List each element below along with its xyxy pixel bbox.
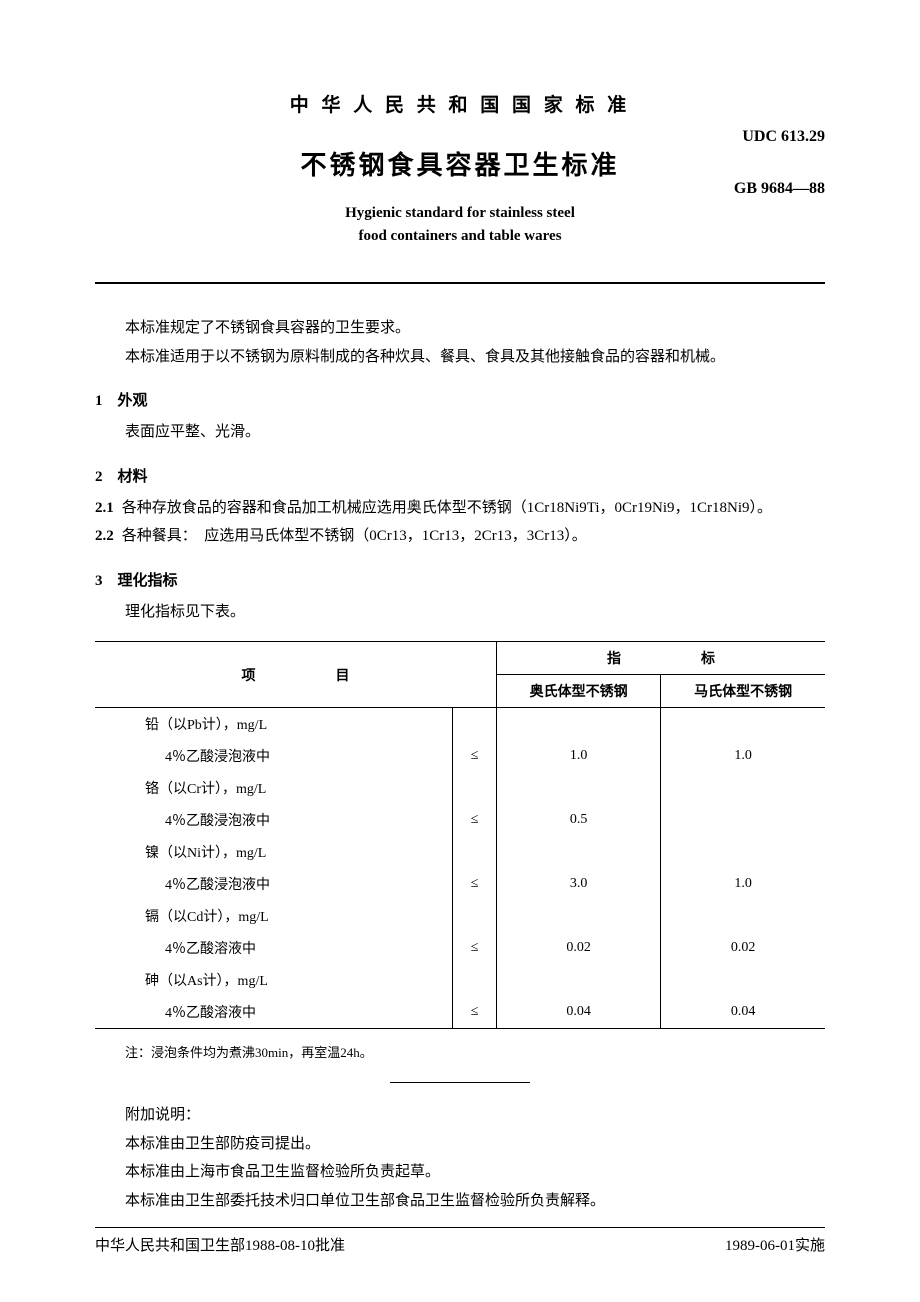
table-row: 4％乙酸浸泡液中≤1.01.0 [95,740,825,772]
section-1-head: 1 外观 [95,389,825,410]
cell-v1: 0.04 [496,996,660,1029]
table-header-row-1: 项目 指标 [95,642,825,675]
title-chinese: 不锈钢食具容器卫生标准 [95,145,825,182]
section-3-body: 理化指标见下表。 [95,598,825,627]
table-row: 4％乙酸溶液中≤0.020.02 [95,932,825,964]
th-martensite: 马氏体型不锈钢 [661,675,825,708]
appendix-head: 附加说明： [95,1101,825,1130]
section-3-head: 3 理化指标 [95,569,825,590]
section-1-body: 表面应平整、光滑。 [95,418,825,447]
title-english: Hygienic standard for stainless steel fo… [95,202,825,247]
separator-short [390,1082,530,1083]
document-header: 中 华 人 民 共 和 国 国 家 标 准 UDC 613.29 不锈钢食具容器… [95,90,825,247]
table-row: 4％乙酸浸泡液中≤0.5 [95,804,825,836]
footer: 中华人民共和国卫生部1988-08-10批准 1989-06-01实施 [95,1227,825,1255]
footer-approved: 中华人民共和国卫生部1988-08-10批准 [95,1234,345,1255]
cell-v2: 1.0 [661,868,825,900]
cell-v2: 1.0 [661,740,825,772]
cell-label: 铬（以Cr计），mg/L [95,772,453,804]
text-2-2: 各种餐具： 应选用马氏体型不锈钢（0Cr13，1Cr13，2Cr13，3Cr13… [122,528,587,544]
cell-label: 镍（以Ni计），mg/L [95,836,453,868]
cell-sub: 4％乙酸浸泡液中 [95,868,453,900]
num-2-1: 2.1 [95,500,114,516]
cell-sub: 4％乙酸溶液中 [95,996,453,1029]
spec-table: 项目 指标 奥氏体型不锈钢 马氏体型不锈钢 铅（以Pb计），mg/L 4％乙酸浸… [95,641,825,1029]
cell-label: 砷（以As计），mg/L [95,964,453,996]
intro-p1: 本标准规定了不锈钢食具容器的卫生要求。 [95,314,825,343]
cell-label: 铅（以Pb计），mg/L [95,708,453,741]
num-2-2: 2.2 [95,528,114,544]
cell-op: ≤ [453,932,497,964]
appendix-p2: 本标准由上海市食品卫生监督检验所负责起草。 [95,1158,825,1187]
table-row: 镉（以Cd计），mg/L [95,900,825,932]
th-index: 指标 [496,642,825,675]
table-row: 砷（以As计），mg/L [95,964,825,996]
cell-sub: 4％乙酸浸泡液中 [95,740,453,772]
cell-op: ≤ [453,868,497,900]
country-standard-label: 中 华 人 民 共 和 国 国 家 标 准 [95,90,825,117]
title-en-line2: food containers and table wares [358,228,561,244]
th-item: 项目 [95,642,496,708]
udc-code: UDC 613.29 [742,128,825,146]
cell-v1: 0.02 [496,932,660,964]
cell-v2: 0.02 [661,932,825,964]
cell-v1: 1.0 [496,740,660,772]
table-note: 注：浸泡条件均为煮沸30min，再室温24h。 [125,1041,825,1064]
table-row: 镍（以Ni计），mg/L [95,836,825,868]
text-2-1: 各种存放食品的容器和食品加工机械应选用奥氏体型不锈钢（1Cr18Ni9Ti，0C… [122,500,772,516]
section-2-2: 2.2 各种餐具： 应选用马氏体型不锈钢（0Cr13，1Cr13，2Cr13，3C… [95,522,825,551]
cell-op: ≤ [453,804,497,836]
table-row: 4％乙酸浸泡液中≤3.01.0 [95,868,825,900]
table-row: 铅（以Pb计），mg/L [95,708,825,741]
cell-op: ≤ [453,996,497,1029]
cell-label: 镉（以Cd计），mg/L [95,900,453,932]
header-rule [95,282,825,284]
th-austenite: 奥氏体型不锈钢 [496,675,660,708]
intro-p2: 本标准适用于以不锈钢为原料制成的各种炊具、餐具、食具及其他接触食品的容器和机械。 [95,343,825,372]
cell-v1: 3.0 [496,868,660,900]
cell-v1: 0.5 [496,804,660,836]
cell-sub: 4％乙酸溶液中 [95,932,453,964]
appendix-p3: 本标准由卫生部委托技术归口单位卫生部食品卫生监督检验所负责解释。 [95,1187,825,1216]
cell-op: ≤ [453,740,497,772]
appendix-block: 附加说明： 本标准由卫生部防疫司提出。 本标准由上海市食品卫生监督检验所负责起草… [95,1101,825,1215]
section-2-1: 2.1 各种存放食品的容器和食品加工机械应选用奥氏体型不锈钢（1Cr18Ni9Ti… [95,494,825,523]
section-2-head: 2 材料 [95,465,825,486]
cell-v2: 0.04 [661,996,825,1029]
footer-effective: 1989-06-01实施 [725,1234,825,1255]
table-row: 铬（以Cr计），mg/L [95,772,825,804]
cell-v2 [661,804,825,836]
cell-sub: 4％乙酸浸泡液中 [95,804,453,836]
table-row: 4％乙酸溶液中≤0.040.04 [95,996,825,1029]
gb-code: GB 9684—88 [734,180,825,198]
title-en-line1: Hygienic standard for stainless steel [345,205,575,221]
appendix-p1: 本标准由卫生部防疫司提出。 [95,1130,825,1159]
